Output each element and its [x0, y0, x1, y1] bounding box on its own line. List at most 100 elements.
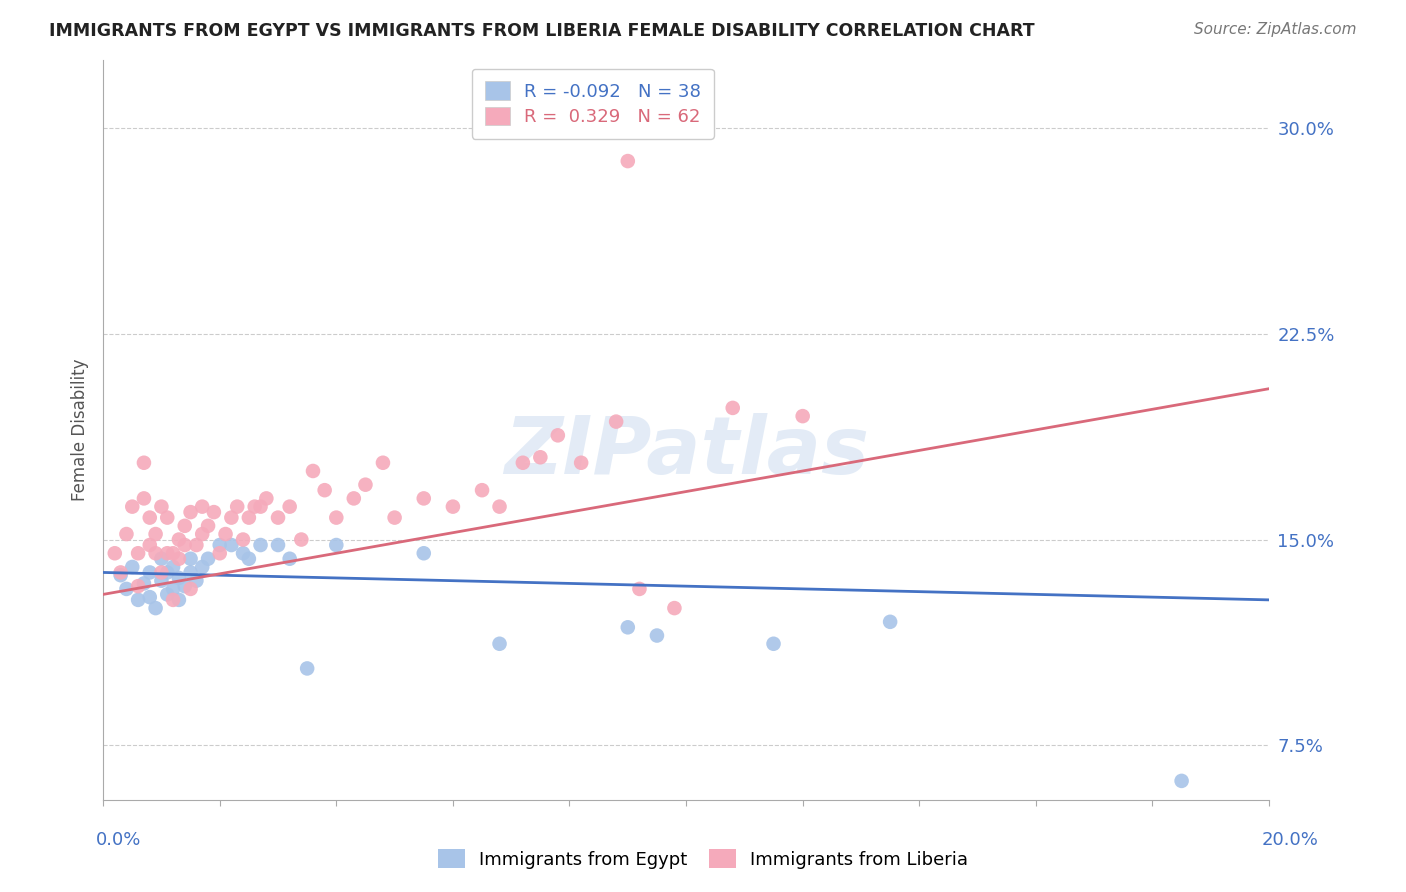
Point — [325, 510, 347, 524]
Point — [132, 491, 155, 506]
Point — [180, 582, 202, 596]
Point — [371, 456, 394, 470]
Point — [267, 510, 290, 524]
Point — [156, 587, 179, 601]
Text: ZIPatlas: ZIPatlas — [503, 413, 869, 491]
Point — [186, 574, 208, 588]
Point — [127, 546, 149, 560]
Point — [605, 415, 627, 429]
Point — [186, 538, 208, 552]
Point — [162, 593, 184, 607]
Text: IMMIGRANTS FROM EGYPT VS IMMIGRANTS FROM LIBERIA FEMALE DISABILITY CORRELATION C: IMMIGRANTS FROM EGYPT VS IMMIGRANTS FROM… — [49, 22, 1035, 40]
Point — [191, 527, 214, 541]
Point — [488, 500, 510, 514]
Point — [115, 582, 138, 596]
Point — [173, 518, 195, 533]
Point — [221, 510, 243, 524]
Point — [343, 491, 366, 506]
Point — [132, 456, 155, 470]
Point — [295, 661, 318, 675]
Point — [384, 510, 406, 524]
Point — [197, 518, 219, 533]
Point — [354, 477, 377, 491]
Point — [617, 620, 640, 634]
Point — [512, 456, 534, 470]
Point — [191, 560, 214, 574]
Point — [232, 546, 254, 560]
Point — [278, 500, 301, 514]
Legend: Immigrants from Egypt, Immigrants from Liberia: Immigrants from Egypt, Immigrants from L… — [430, 842, 976, 876]
Point — [214, 527, 236, 541]
Point — [879, 615, 901, 629]
Point — [226, 500, 249, 514]
Point — [156, 546, 179, 560]
Point — [238, 510, 260, 524]
Point — [173, 579, 195, 593]
Point — [208, 546, 231, 560]
Point — [488, 637, 510, 651]
Point — [121, 500, 143, 514]
Point — [221, 538, 243, 552]
Point — [150, 551, 173, 566]
Point — [110, 566, 132, 580]
Point — [162, 546, 184, 560]
Point — [145, 527, 167, 541]
Point — [156, 510, 179, 524]
Text: 0.0%: 0.0% — [96, 831, 141, 849]
Point — [314, 483, 336, 498]
Point — [243, 500, 266, 514]
Point — [127, 593, 149, 607]
Point — [325, 538, 347, 552]
Point — [664, 601, 686, 615]
Point — [267, 538, 290, 552]
Point — [180, 566, 202, 580]
Point — [139, 510, 162, 524]
Point — [167, 533, 190, 547]
Point — [132, 576, 155, 591]
Point — [617, 154, 640, 169]
Point — [197, 551, 219, 566]
Y-axis label: Female Disability: Female Disability — [72, 359, 89, 501]
Point — [302, 464, 325, 478]
Point — [249, 500, 271, 514]
Point — [145, 546, 167, 560]
Point — [232, 533, 254, 547]
Text: 20.0%: 20.0% — [1263, 831, 1319, 849]
Point — [180, 551, 202, 566]
Point — [208, 538, 231, 552]
Point — [278, 551, 301, 566]
Point — [249, 538, 271, 552]
Point — [167, 551, 190, 566]
Point — [412, 491, 434, 506]
Point — [121, 560, 143, 574]
Point — [412, 546, 434, 560]
Point — [1170, 773, 1192, 788]
Point — [115, 527, 138, 541]
Point — [167, 593, 190, 607]
Point — [162, 582, 184, 596]
Point — [529, 450, 551, 465]
Point — [202, 505, 225, 519]
Point — [173, 538, 195, 552]
Point — [156, 566, 179, 580]
Point — [139, 590, 162, 604]
Point — [150, 500, 173, 514]
Point — [645, 628, 668, 642]
Point — [471, 483, 494, 498]
Point — [792, 409, 814, 424]
Point — [290, 533, 312, 547]
Point — [139, 566, 162, 580]
Point — [162, 560, 184, 574]
Point — [441, 500, 464, 514]
Point — [254, 491, 277, 506]
Point — [127, 579, 149, 593]
Point — [180, 505, 202, 519]
Point — [110, 568, 132, 582]
Point — [569, 456, 592, 470]
Point — [547, 428, 569, 442]
Point — [104, 546, 127, 560]
Point — [238, 551, 260, 566]
Point — [762, 637, 785, 651]
Legend: R = -0.092   N = 38, R =  0.329   N = 62: R = -0.092 N = 38, R = 0.329 N = 62 — [472, 69, 714, 139]
Point — [191, 500, 214, 514]
